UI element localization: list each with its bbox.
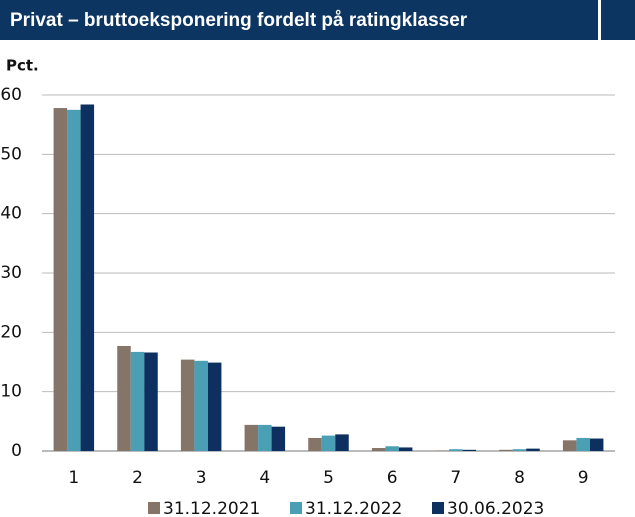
y-tick-label: 50 — [0, 144, 22, 164]
bar — [244, 424, 259, 451]
x-tick-label: 8 — [514, 468, 525, 488]
bar — [589, 438, 604, 451]
bar — [117, 345, 131, 451]
x-tick-label: 9 — [578, 468, 589, 488]
bar — [385, 446, 399, 451]
bar — [180, 359, 195, 451]
bar — [67, 109, 81, 451]
x-tick-label: 1 — [68, 468, 79, 488]
bar — [80, 104, 95, 451]
bar — [499, 449, 513, 451]
legend-label: 31.12.2022 — [305, 499, 402, 517]
x-tick-label: 3 — [196, 468, 207, 488]
bar — [258, 424, 272, 451]
bar — [576, 437, 590, 451]
x-tick-label: 2 — [132, 468, 143, 488]
bar — [512, 449, 527, 451]
bar — [144, 352, 158, 451]
y-tick-label: 20 — [0, 322, 22, 342]
legend-label: 30.06.2023 — [447, 499, 544, 517]
y-tick-label: 40 — [0, 204, 22, 224]
bar — [321, 435, 336, 451]
bar — [130, 351, 145, 451]
bar — [435, 450, 450, 451]
chart-title: Privat – bruttoeksponering fordelt på ra… — [10, 10, 468, 31]
bar — [335, 434, 349, 451]
bar — [308, 437, 322, 451]
bar — [194, 360, 208, 451]
bar — [526, 448, 540, 451]
bar — [462, 449, 477, 451]
legend-swatch — [148, 502, 160, 514]
bar — [449, 449, 463, 451]
bar — [398, 447, 413, 451]
title-bar-end — [601, 0, 635, 40]
x-tick-label: 5 — [323, 468, 334, 488]
x-tick-label: 4 — [259, 468, 270, 488]
bar — [562, 440, 577, 451]
bar — [207, 362, 222, 451]
y-tick-label: 30 — [0, 263, 22, 283]
legend-swatch — [290, 502, 302, 514]
bar — [271, 426, 286, 451]
y-tick-label: 0 — [11, 441, 22, 461]
x-tick-label: 6 — [387, 468, 398, 488]
x-tick-label: 7 — [450, 468, 461, 488]
y-tick-label: 60 — [0, 85, 22, 105]
legend-label: 31.12.2021 — [163, 499, 260, 517]
bar — [53, 108, 68, 451]
bar — [371, 448, 386, 451]
y-tick-label: 10 — [0, 382, 22, 402]
y-axis-label: Pct. — [6, 57, 39, 75]
title-bar — [0, 0, 598, 40]
legend-swatch — [432, 502, 444, 514]
